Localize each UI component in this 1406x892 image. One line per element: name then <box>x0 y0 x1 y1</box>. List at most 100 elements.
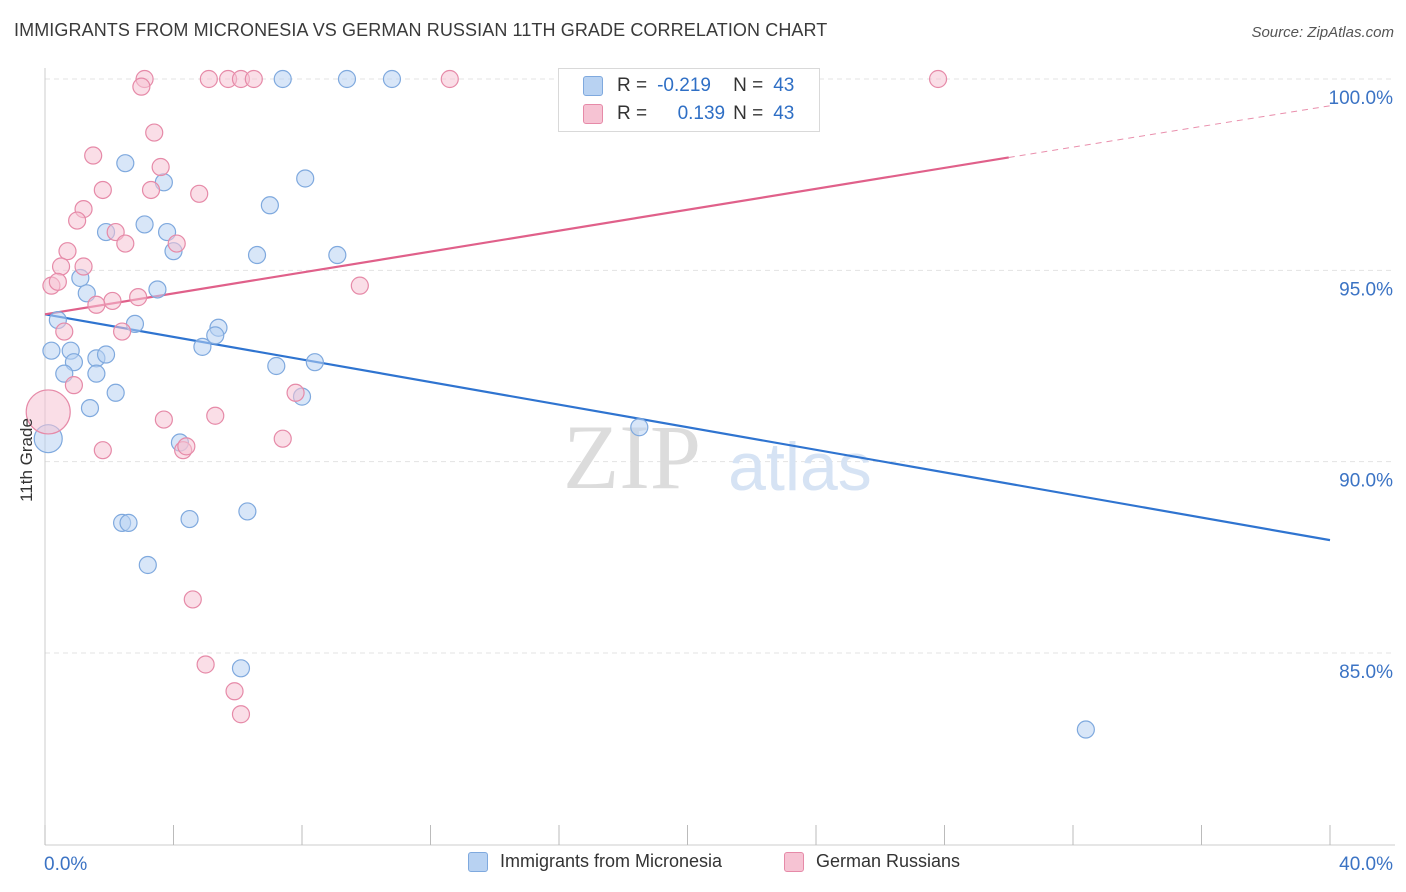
point-german-russians-21 <box>74 257 93 276</box>
point-micronesia-29 <box>267 356 286 376</box>
point-german-russians-37 <box>177 437 196 456</box>
legend-swatch-pink <box>583 104 603 124</box>
point-german-russians-7 <box>132 77 151 96</box>
point-german-russians-32 <box>25 389 71 435</box>
point-german-russians-10 <box>151 157 170 177</box>
y-tick-label: 90.0% <box>1339 471 1393 492</box>
watermark-atlas: atlas <box>728 429 872 505</box>
legend-item-micronesia[interactable]: Immigrants from Micronesia <box>468 851 722 872</box>
legend-n-value: 43 <box>773 103 795 124</box>
point-micronesia-21 <box>42 341 61 360</box>
series-legend: Immigrants from Micronesia German Russia… <box>0 851 1406 877</box>
source-label: Source: ZipAtlas.com <box>1251 24 1394 41</box>
legend-r-label: R = <box>617 103 648 124</box>
y-tick-label: 100.0% <box>1329 88 1394 109</box>
data-points <box>25 69 1095 739</box>
point-micronesia-1 <box>337 69 357 89</box>
point-micronesia-40 <box>138 555 157 575</box>
point-german-russians-20 <box>51 257 71 276</box>
point-micronesia-3 <box>116 154 135 173</box>
point-micronesia-28 <box>87 364 106 383</box>
point-german-russians-28 <box>55 322 74 341</box>
x-tick-label: 40.0% <box>1339 854 1393 875</box>
legend-row-german-russians: R = 0.139 N = 43 <box>583 100 795 128</box>
point-german-russians-5 <box>440 69 459 89</box>
point-micronesia-37 <box>119 513 138 532</box>
point-german-russians-15 <box>68 211 87 230</box>
point-micronesia-39 <box>238 502 257 521</box>
trend-line-micronesia <box>44 313 1331 542</box>
point-german-russians-38 <box>93 441 112 460</box>
y-tick-label: 95.0% <box>1339 279 1393 300</box>
watermark-zip: ZIP <box>563 406 701 508</box>
trend-lines <box>44 105 1331 542</box>
point-micronesia-33 <box>630 418 649 437</box>
trend-line-german-russians <box>44 156 1009 316</box>
point-german-russians-33 <box>154 410 173 429</box>
legend-n-value: 43 <box>773 75 795 96</box>
point-micronesia-41 <box>231 659 251 678</box>
point-german-russians-41 <box>225 682 244 701</box>
legend-r-value: 0.139 <box>677 103 726 124</box>
point-micronesia-26 <box>305 353 324 372</box>
point-german-russians-9 <box>84 146 103 165</box>
x-tick-label: 0.0% <box>44 854 87 875</box>
legend-n-label: N = <box>733 75 764 96</box>
point-german-russians-40 <box>196 655 215 674</box>
point-micronesia-38 <box>180 509 199 529</box>
legend-swatch-pink <box>784 851 804 872</box>
point-german-russians-23 <box>48 272 67 291</box>
point-german-russians-11 <box>141 180 161 200</box>
legend-label-german-russians: German Russians <box>816 851 961 871</box>
legend-r-value: -0.219 <box>657 75 711 96</box>
legend-item-german-russians[interactable]: German Russians <box>784 851 960 872</box>
point-german-russians-4 <box>244 69 263 89</box>
y-axis-label: 11th Grade <box>17 418 36 502</box>
point-german-russians-1 <box>199 69 218 89</box>
point-german-russians-18 <box>167 234 186 253</box>
point-micronesia-5 <box>296 169 315 188</box>
point-micronesia-0 <box>273 69 292 89</box>
chart-title: IMMIGRANTS FROM MICRONESIA VS GERMAN RUS… <box>14 20 828 40</box>
point-german-russians-31 <box>286 383 305 402</box>
trend-line-german-russians-extension <box>1008 105 1331 158</box>
point-micronesia-7 <box>135 215 154 234</box>
legend-swatch-blue <box>583 76 603 96</box>
point-german-russians-35 <box>273 429 292 448</box>
point-micronesia-2 <box>382 69 402 89</box>
point-german-russians-30 <box>64 376 84 395</box>
point-micronesia-30 <box>106 383 125 402</box>
y-tick-label: 85.0% <box>1339 662 1393 683</box>
point-micronesia-42 <box>1076 720 1095 739</box>
legend-r-label: R = <box>617 75 648 96</box>
watermark: ZIP atlas <box>563 406 872 508</box>
point-german-russians-6 <box>928 69 948 89</box>
point-micronesia-19 <box>206 326 225 345</box>
point-micronesia-32 <box>80 398 100 418</box>
point-german-russians-24 <box>350 276 369 295</box>
point-micronesia-11 <box>247 245 267 265</box>
point-german-russians-25 <box>103 291 122 311</box>
point-german-russians-42 <box>231 705 251 724</box>
point-micronesia-20 <box>193 337 212 356</box>
point-german-russians-34 <box>206 406 225 425</box>
point-micronesia-12 <box>328 245 347 265</box>
point-german-russians-39 <box>183 590 202 609</box>
legend-label-micronesia: Immigrants from Micronesia <box>500 851 723 871</box>
tick-labels: 100.0% 95.0% 90.0% 85.0% 0.0% 40.0% <box>44 88 1393 875</box>
point-micronesia-6 <box>260 196 279 215</box>
axes <box>44 68 1395 846</box>
legend-row-micronesia: R = -0.219 N = 43 <box>583 72 795 100</box>
point-german-russians-13 <box>190 184 209 203</box>
point-german-russians-26 <box>129 288 148 307</box>
point-german-russians-8 <box>145 123 164 142</box>
legend-swatch-blue <box>468 851 488 872</box>
correlation-legend: R = -0.219 N = 43 R = 0.139 N = 43 <box>558 68 820 132</box>
point-german-russians-17 <box>116 234 135 253</box>
point-german-russians-19 <box>58 242 77 261</box>
legend-n-label: N = <box>733 103 764 124</box>
point-micronesia-24 <box>96 345 116 364</box>
grid-lines <box>45 78 1395 654</box>
point-german-russians-29 <box>112 322 132 341</box>
